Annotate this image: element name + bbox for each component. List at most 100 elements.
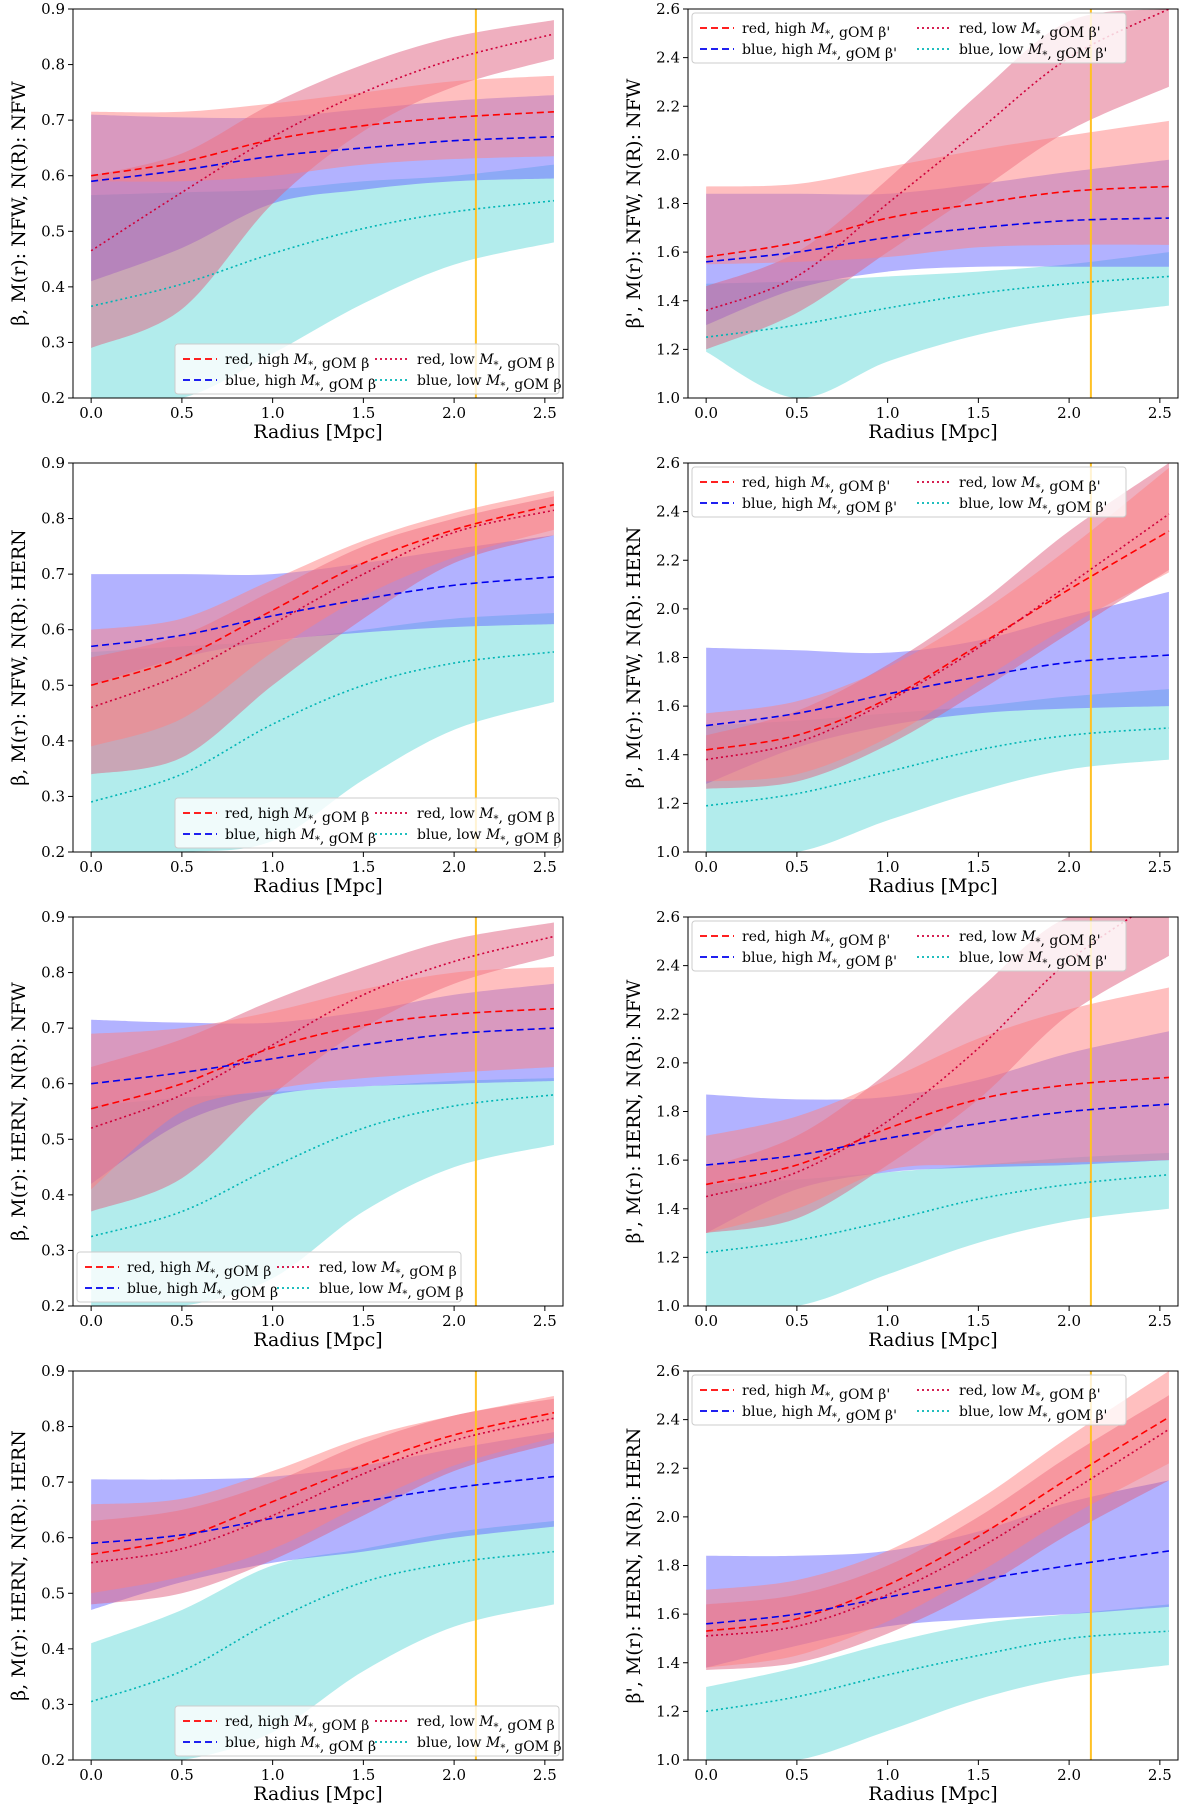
x-tick-label: 2.5: [533, 404, 557, 422]
y-tick-label: 2.2: [656, 1005, 680, 1023]
x-tick-label: 0.0: [694, 1312, 718, 1330]
x-tick-label: 0.5: [170, 1766, 194, 1784]
y-tick-label: 0.3: [41, 333, 65, 351]
axes-frame: [72, 916, 564, 1307]
y-tick-label: 2.4: [656, 49, 680, 67]
y-tick-label: 1.8: [656, 1557, 680, 1575]
y-tick-label: 0.6: [41, 1529, 65, 1547]
y-tick-label: 2.4: [656, 1411, 680, 1429]
x-tick-label: 1.0: [876, 404, 900, 422]
confidence-band-0: [91, 1396, 554, 1594]
x-tick-label: 1.5: [351, 404, 375, 422]
plot-area: [705, 917, 1170, 1306]
y-tick-label: 1.0: [656, 1297, 680, 1315]
series-line-3: [706, 727, 1169, 807]
y-tick-label: 1.4: [656, 1200, 680, 1218]
y-axis-label: β, M(r): HERN, N(R): NFW: [8, 982, 30, 1241]
legend-box: [174, 797, 560, 849]
confidence-band-2: [91, 922, 554, 1212]
y-tick-label: 0.7: [41, 1473, 65, 1491]
x-axis-label: Radius [Mpc]: [253, 421, 382, 443]
legend-label: red, high M*, gOM β: [127, 1260, 271, 1280]
x-tick-label: 0.5: [170, 858, 194, 876]
x-tick-label: 2.0: [442, 858, 466, 876]
x-tick-label: 2.0: [442, 1766, 466, 1784]
x-tick-label: 1.5: [966, 1766, 990, 1784]
y-tick-label: 1.6: [656, 697, 680, 715]
series-line-1: [706, 1550, 1170, 1625]
x-axis-label: Radius [Mpc]: [868, 1329, 997, 1351]
y-tick-label: 0.9: [41, 908, 65, 926]
legend-label: red, high M*, gOM β': [742, 475, 890, 495]
legend-label: red, high M*, gOM β: [225, 352, 369, 372]
series-line-1: [91, 1475, 555, 1545]
y-tick-label: 1.2: [656, 340, 680, 358]
x-tick-label: 2.5: [1148, 1766, 1172, 1784]
plot-area: [706, 1371, 1170, 1760]
legend-label: blue, high M*, gOM β': [742, 496, 897, 516]
confidence-band-0: [91, 967, 554, 1190]
x-tick-label: 0.5: [785, 404, 809, 422]
y-tick-label: 2.4: [656, 503, 680, 521]
confidence-band-3: [91, 1521, 554, 1760]
chart-panel-row4-right: 0.0 0.5 1.0 1.5 2.0 2.5 1.0 1.2 1.4 1.6 1.8 2.0 2.2 2…: [623, 1362, 1179, 1805]
series-line-1: [91, 576, 554, 648]
x-axis-label: Radius [Mpc]: [868, 875, 997, 897]
chart-panel-row4-left: 0.0 0.5 1.0 1.5 2.0 2.5 0.2 0.3 0.4 0.5 0.6 0.7 0.8 0…: [8, 1362, 564, 1805]
x-tick-label: 2.5: [533, 858, 557, 876]
x-tick-label: 1.0: [876, 1766, 900, 1784]
confidence-band-0: [706, 467, 1169, 782]
x-tick-label: 0.0: [79, 858, 103, 876]
x-tick-label: 0.0: [694, 404, 718, 422]
x-tick-label: 2.0: [442, 1312, 466, 1330]
y-tick-label: 1.0: [656, 843, 680, 861]
legend-label: blue, high M*, gOM β: [127, 1281, 278, 1301]
y-tick-label: 2.0: [656, 600, 680, 618]
x-tick-label: 0.0: [79, 1766, 103, 1784]
y-tick-label: 1.6: [656, 243, 680, 261]
x-axis-label: Radius [Mpc]: [253, 1783, 382, 1805]
series-line-2: [705, 917, 1133, 1198]
y-tick-label: 2.0: [656, 146, 680, 164]
series-line-1: [91, 1027, 554, 1085]
legend-label: blue, high M*, gOM β: [225, 827, 376, 847]
chart-panel-row2-left: 0.0 0.5 1.0 1.5 2.0 2.5 0.2 0.3 0.4 0.5 0.6 0.7 0.8 0…: [8, 454, 564, 897]
legend-box: [691, 466, 1127, 518]
x-tick-label: 1.5: [351, 858, 375, 876]
series-line-1: [91, 136, 554, 183]
y-tick-label: 2.6: [656, 908, 680, 926]
axes-frame: [72, 8, 564, 399]
y-tick-label: 0.9: [41, 0, 65, 18]
series-line-3: [706, 1173, 1170, 1254]
y-tick-label: 0.7: [41, 1019, 65, 1037]
x-tick-label: 0.5: [785, 1766, 809, 1784]
y-tick-label: 0.8: [41, 964, 65, 982]
y-tick-label: 0.4: [41, 1186, 65, 1204]
y-tick-label: 0.4: [41, 278, 65, 296]
x-tick-label: 2.0: [1057, 858, 1081, 876]
legend-label: blue, high M*, gOM β: [225, 1735, 376, 1755]
legend-label: blue, high M*, gOM β': [742, 42, 897, 62]
y-tick-label: 0.5: [41, 1130, 65, 1148]
legend-label: red, high M*, gOM β': [742, 929, 890, 949]
series-line-0: [706, 1416, 1170, 1632]
x-tick-label: 0.5: [170, 404, 194, 422]
legend: red, high M*, gOM β'blue, high M*, gOM β…: [691, 12, 1127, 64]
legend-label: blue, high M*, gOM β': [742, 1404, 897, 1424]
series-line-0: [91, 1411, 555, 1556]
x-tick-label: 1.0: [876, 1312, 900, 1330]
x-tick-label: 0.5: [170, 1312, 194, 1330]
series-line-0: [90, 503, 555, 687]
y-tick-label: 1.8: [656, 1103, 680, 1121]
x-axis-label: Radius [Mpc]: [868, 421, 997, 443]
confidence-band-2: [91, 20, 554, 348]
legend-box: [174, 343, 560, 395]
plot-area: [90, 9, 555, 398]
legend-box: [76, 1251, 462, 1303]
x-tick-label: 1.0: [261, 858, 285, 876]
y-tick-label: 1.4: [656, 292, 680, 310]
y-tick-label: 1.6: [656, 1605, 680, 1623]
x-tick-label: 2.5: [1148, 1312, 1172, 1330]
